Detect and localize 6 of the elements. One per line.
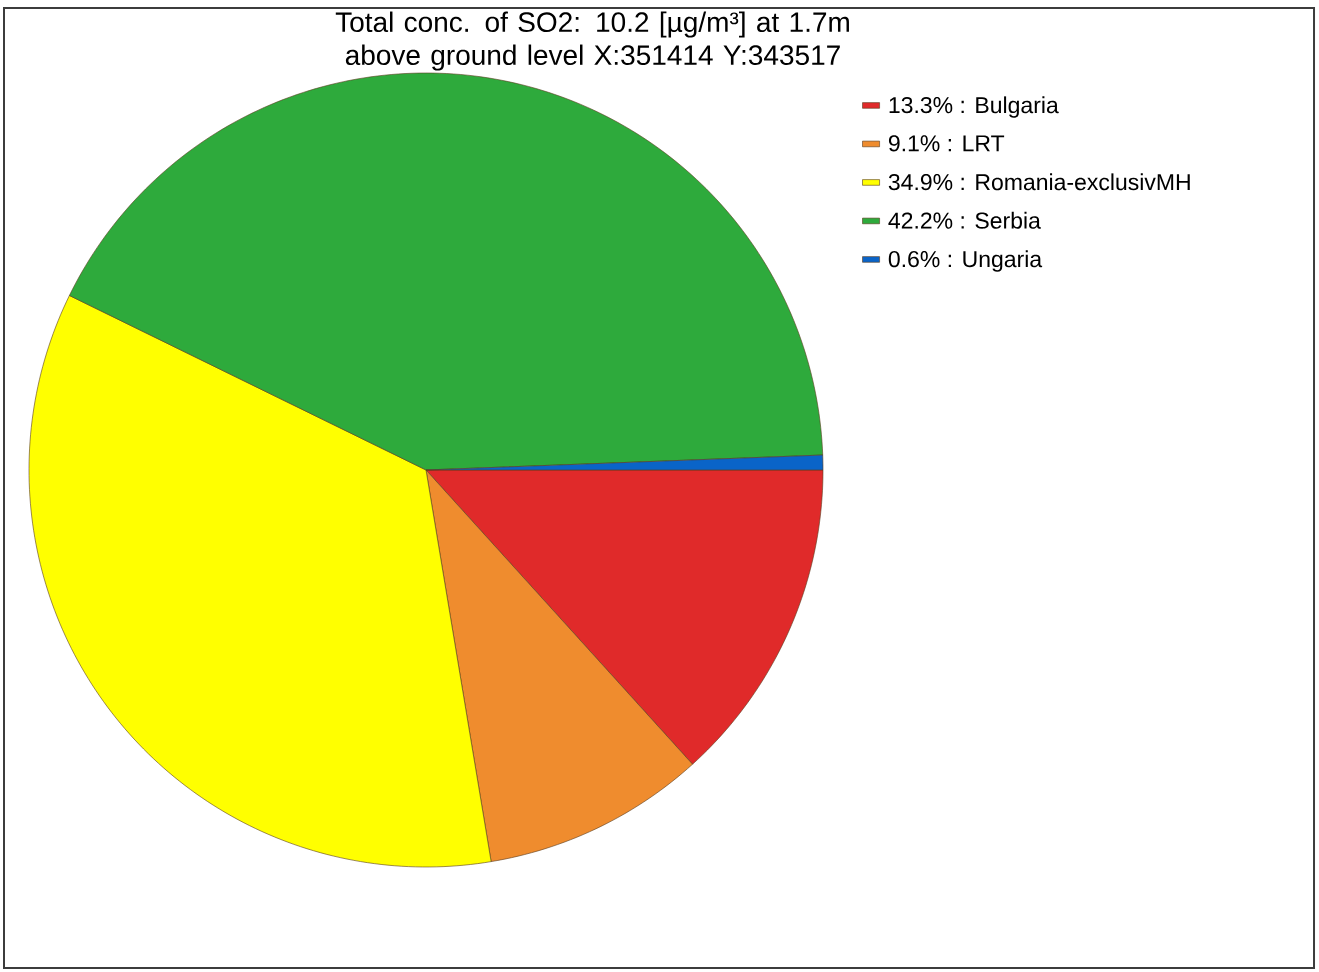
legend-label: 34.9% : Romania-exclusivMH: [888, 173, 1190, 191]
legend-label: 9.1% : LRT: [888, 135, 1005, 152]
chart-title: Total conc. of SO2: 10.2 [µg/m³] at 1.7m above ground level X:351414 Y:343517: [335, 11, 849, 71]
legend-label: 42.2% : Serbia: [888, 211, 1041, 229]
legend-label: 13.3% : Bulgaria: [889, 96, 1059, 118]
legend-label: 0.6% : Ungaria: [888, 250, 1043, 272]
